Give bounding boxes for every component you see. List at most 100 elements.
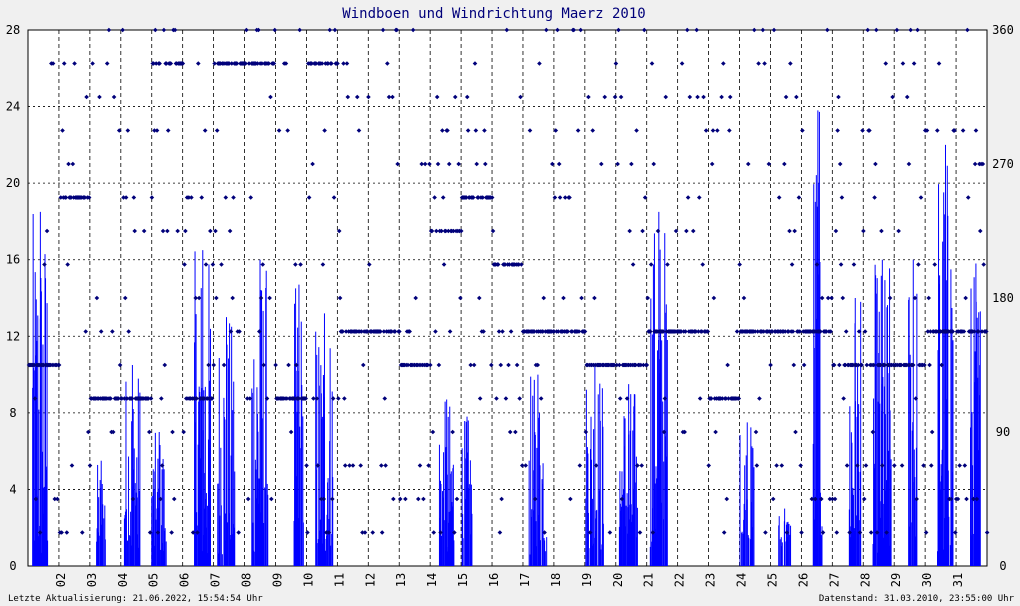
direction-point <box>694 27 699 33</box>
direction-point <box>964 496 969 502</box>
direction-point <box>880 463 885 468</box>
direction-point <box>313 61 319 66</box>
direction-point <box>899 463 905 468</box>
direction-point <box>343 329 349 334</box>
direction-point <box>50 61 56 66</box>
direction-point <box>147 530 153 535</box>
x-tick-label: 13 <box>394 573 408 587</box>
direction-point <box>863 463 869 468</box>
direction-point <box>723 396 729 401</box>
x-tick-label: 03 <box>85 573 99 587</box>
direction-point <box>517 396 522 401</box>
direction-point <box>370 530 376 535</box>
direction-point <box>798 463 803 468</box>
direction-point <box>97 94 102 100</box>
direction-point <box>957 463 962 468</box>
direction-point <box>602 94 608 100</box>
direction-point <box>476 295 482 301</box>
direction-point <box>94 295 100 301</box>
direction-point <box>776 195 782 200</box>
direction-point <box>213 228 218 234</box>
direction-point <box>836 94 841 100</box>
direction-point <box>883 61 889 66</box>
direction-point <box>639 463 644 468</box>
direction-point <box>347 463 352 468</box>
direction-point <box>117 362 123 368</box>
chart-title: Windboen und Windrichtung Maerz 2010 <box>342 6 645 22</box>
direction-point <box>924 128 930 133</box>
direction-point <box>454 496 460 502</box>
direction-point <box>319 61 325 66</box>
direction-point <box>736 396 742 401</box>
direction-point <box>443 228 449 234</box>
direction-point <box>381 329 387 334</box>
direction-point <box>131 195 137 200</box>
direction-point <box>261 362 266 368</box>
direction-point <box>434 228 439 234</box>
direction-point <box>965 27 970 33</box>
direction-point <box>607 530 613 535</box>
direction-point <box>590 128 596 133</box>
direction-point <box>647 329 653 334</box>
direction-point <box>841 396 846 401</box>
direction-point <box>318 496 324 502</box>
direction-point <box>122 295 128 301</box>
direction-point <box>965 195 971 200</box>
y-right-tick-label: 360 <box>992 23 1014 37</box>
direction-point <box>427 161 432 167</box>
direction-point <box>583 429 589 435</box>
direction-point <box>634 128 639 133</box>
direction-point <box>391 496 396 502</box>
direction-point <box>861 228 866 234</box>
direction-point <box>209 396 215 401</box>
direction-point <box>835 128 840 133</box>
direction-point <box>587 530 593 535</box>
direction-point <box>311 396 316 401</box>
direction-point <box>407 329 412 334</box>
direction-point <box>330 496 335 502</box>
direction-point <box>971 329 977 334</box>
direction-point <box>432 195 437 200</box>
direction-point <box>124 396 130 401</box>
direction-point <box>537 61 542 66</box>
direction-point <box>541 295 547 301</box>
direction-point <box>306 195 312 200</box>
direction-point <box>470 195 476 200</box>
direction-point <box>860 128 865 133</box>
direction-point <box>267 295 272 301</box>
x-tick-label: 04 <box>116 573 130 587</box>
direction-point <box>673 228 679 234</box>
direction-point <box>31 362 37 368</box>
direction-point <box>715 128 720 133</box>
direction-point <box>90 61 95 66</box>
direction-point <box>792 228 797 234</box>
direction-point <box>701 94 706 100</box>
direction-point <box>818 329 823 334</box>
direction-point <box>929 429 935 435</box>
x-tick-label: 06 <box>178 573 192 587</box>
direction-point <box>64 530 70 535</box>
direction-point <box>165 128 171 133</box>
direction-point <box>867 128 872 133</box>
direction-point <box>436 362 442 368</box>
direction-point <box>556 329 561 334</box>
direction-point <box>434 94 440 100</box>
direction-point <box>468 362 473 368</box>
direction-point <box>972 161 978 167</box>
direction-point <box>214 295 219 301</box>
x-tick-label: 31 <box>951 573 965 587</box>
direction-point <box>847 530 852 535</box>
direction-point <box>507 262 512 267</box>
direction-point <box>753 429 759 435</box>
direction-point <box>538 396 544 401</box>
direction-point <box>413 295 418 301</box>
direction-point <box>960 128 966 133</box>
direction-point <box>194 396 199 401</box>
direction-point <box>223 195 229 200</box>
direction-point <box>760 27 766 33</box>
direction-point <box>745 161 751 167</box>
direction-point <box>864 362 870 368</box>
direction-point <box>59 530 64 535</box>
direction-point <box>633 362 638 368</box>
direction-point <box>405 362 411 368</box>
